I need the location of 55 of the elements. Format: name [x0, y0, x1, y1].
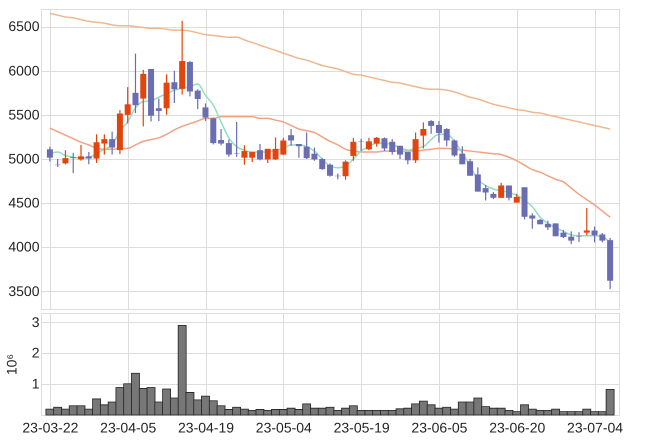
- candlestick: [132, 52, 138, 114]
- candlestick: [296, 143, 302, 158]
- candlestick: [529, 212, 536, 230]
- candlestick: [54, 158, 61, 168]
- candlestick: [94, 134, 100, 164]
- candlestick: [451, 138, 458, 158]
- candlestick: [156, 98, 162, 122]
- y-tick-label: 1: [32, 376, 40, 392]
- y-tick-label: 5000: [8, 150, 40, 166]
- candlestick: [70, 152, 76, 174]
- candlestick: [506, 184, 512, 202]
- x-tick-label: 23-06-20: [489, 420, 546, 436]
- candlestick: [202, 102, 209, 122]
- y-tick-label: 3: [32, 314, 40, 330]
- candlestick: [498, 182, 504, 198]
- x-tick-label: 23-03-22: [22, 420, 79, 436]
- candlestick: [592, 226, 598, 243]
- candlestick: [420, 122, 426, 150]
- candlestick: [428, 120, 434, 134]
- candlestick: [280, 137, 286, 156]
- candlestick: [62, 150, 68, 165]
- y-tick-label: 6000: [8, 62, 40, 78]
- x-tick-label: 23-04-19: [178, 420, 234, 436]
- candlestick: [109, 131, 116, 156]
- line-series: [49, 12, 611, 130]
- candlestick: [101, 134, 108, 156]
- candlestick: [86, 151, 92, 165]
- candlestick: [226, 138, 232, 158]
- y-tick-label: 2: [32, 344, 40, 361]
- candlestick: [342, 160, 349, 180]
- y-tick-label: 4000: [8, 238, 40, 255]
- candlestick: [350, 137, 356, 162]
- x-tick-label: 23-05-04: [256, 420, 312, 436]
- x-tick-label: 23-07-04: [567, 420, 624, 436]
- y-axis-title: 10⁶: [4, 354, 20, 376]
- candlestick: [46, 146, 53, 162]
- candlestick: [256, 143, 263, 161]
- candlestick: [171, 70, 178, 104]
- candlestick: [358, 138, 364, 152]
- candlestick: [576, 232, 582, 243]
- y-tick-label: 4500: [8, 194, 40, 211]
- x-tick-label: 23-05-19: [334, 420, 390, 436]
- y-tick-label: 3500: [8, 282, 40, 299]
- candlestick: [288, 128, 294, 146]
- x-tick-label: 23-04-05: [100, 420, 156, 436]
- y-tick-label: 6500: [8, 18, 40, 34]
- x-tick-label: 23-06-05: [411, 420, 468, 436]
- candlestick: [327, 162, 333, 178]
- candlestick: [397, 145, 404, 160]
- candlestick: [404, 151, 411, 165]
- candlestick: [304, 132, 310, 160]
- candlestick: [412, 132, 419, 164]
- y-tick-label: 5500: [8, 106, 40, 122]
- candlestick: [78, 144, 84, 162]
- candlestick: [584, 207, 590, 236]
